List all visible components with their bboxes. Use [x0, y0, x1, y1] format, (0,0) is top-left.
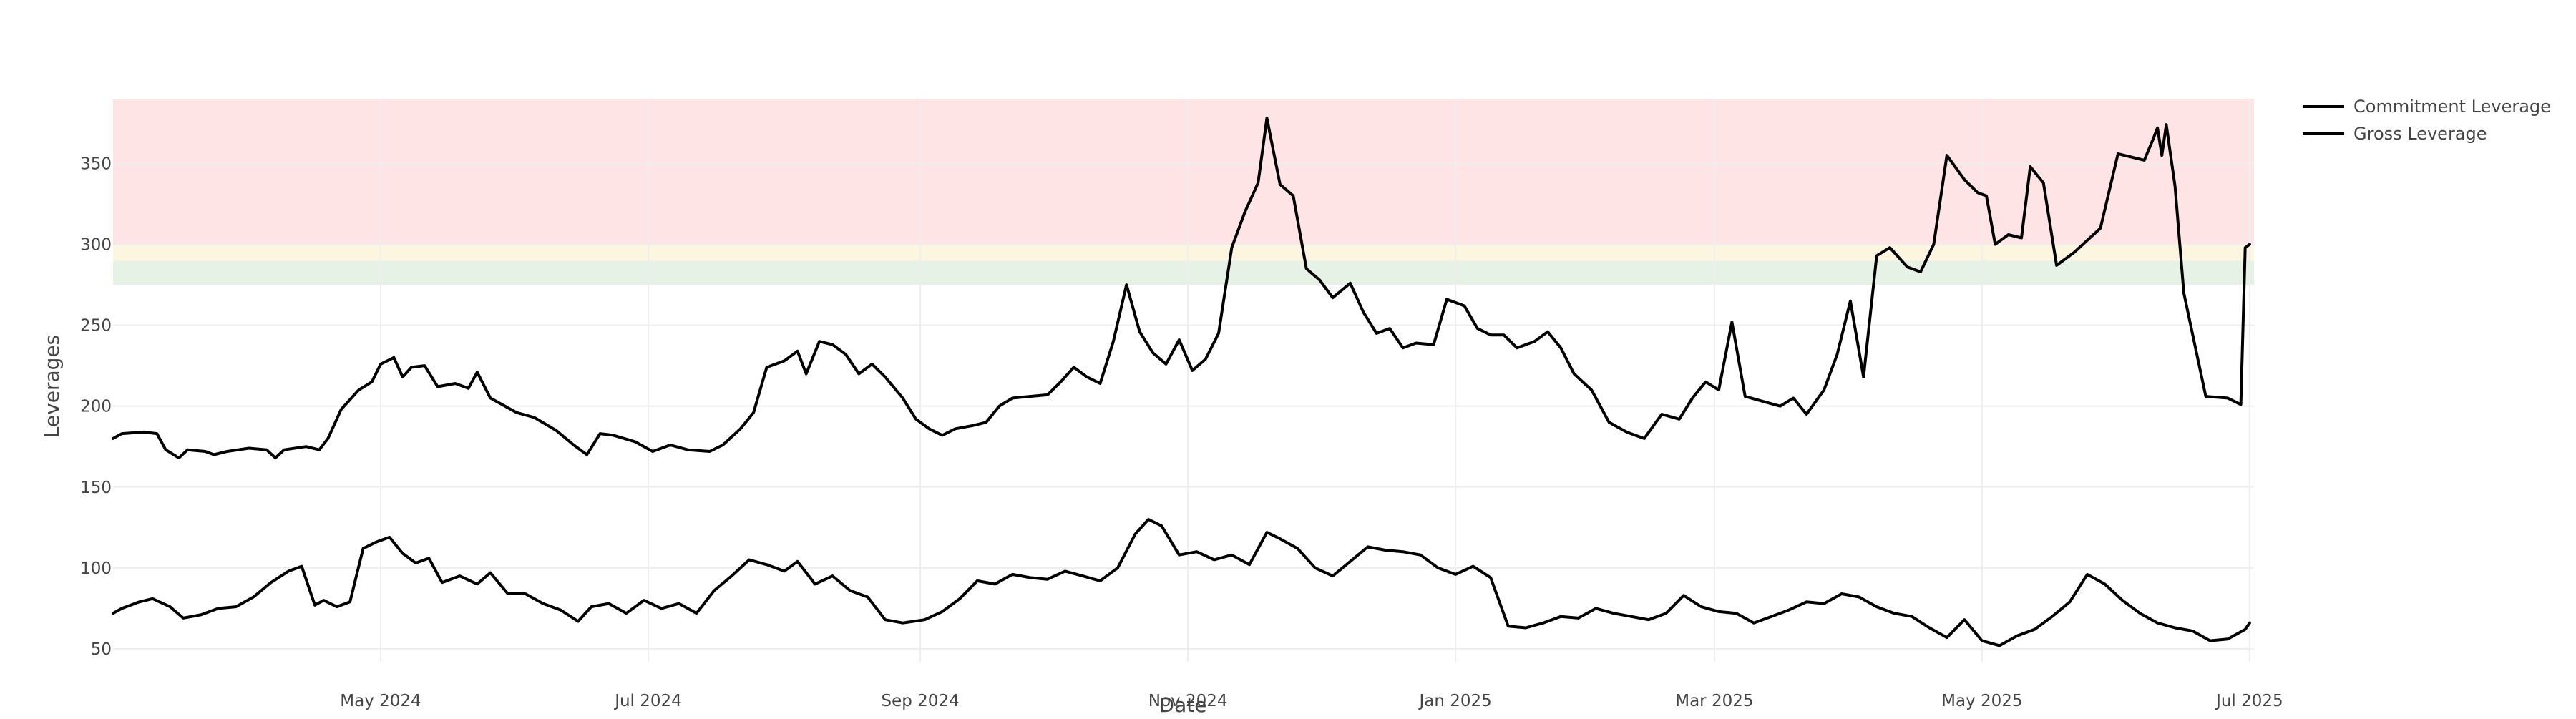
x-tick-label: Jan 2025 [1418, 692, 1491, 710]
x-tick-label: May 2024 [340, 692, 421, 710]
legend[interactable]: Commitment Leverage Gross Leverage [2303, 97, 2551, 144]
y-tick-label: 350 [80, 155, 112, 173]
gridlines [113, 99, 2254, 662]
y-tick-label: 250 [80, 317, 112, 336]
x-tick-label: Sep 2024 [882, 692, 960, 710]
y-tick-label: 200 [80, 398, 112, 416]
threshold-bands [113, 99, 2254, 285]
legend-item-gross-leverage[interactable]: Gross Leverage [2303, 124, 2487, 144]
x-axis-title: Date [1159, 693, 1207, 715]
y-axis-ticks: 50 100 150 200 250 300 350 [80, 155, 112, 658]
y-tick-label: 50 [91, 640, 112, 659]
y-axis-title: Leverages [40, 335, 64, 438]
x-axis-ticks: May 2024 Jul 2024 Sep 2024 Nov 2024 Jan 2025… [340, 692, 2283, 710]
series-line-commitment-leverage[interactable] [112, 117, 2251, 460]
legend-item-commitment-leverage[interactable]: Commitment Leverage [2303, 97, 2551, 117]
y-tick-label: 300 [80, 236, 112, 255]
threshold-band-2 [113, 99, 2254, 245]
series-lines [112, 117, 2251, 647]
y-tick-label: 150 [80, 479, 112, 497]
x-tick-label: Jul 2025 [2215, 692, 2283, 710]
x-tick-label: May 2025 [1941, 692, 2022, 710]
legend-label-commitment-leverage: Commitment Leverage [2353, 97, 2551, 117]
x-tick-label: Jul 2024 [613, 692, 682, 710]
legend-label-gross-leverage: Gross Leverage [2353, 124, 2487, 144]
x-tick-label: Nov 2024 [1148, 692, 1228, 710]
threshold-band-0 [113, 260, 2254, 285]
x-tick-label: Mar 2025 [1675, 692, 1753, 710]
y-tick-label: 100 [80, 559, 112, 578]
series-line-gross-leverage[interactable] [112, 518, 2251, 647]
